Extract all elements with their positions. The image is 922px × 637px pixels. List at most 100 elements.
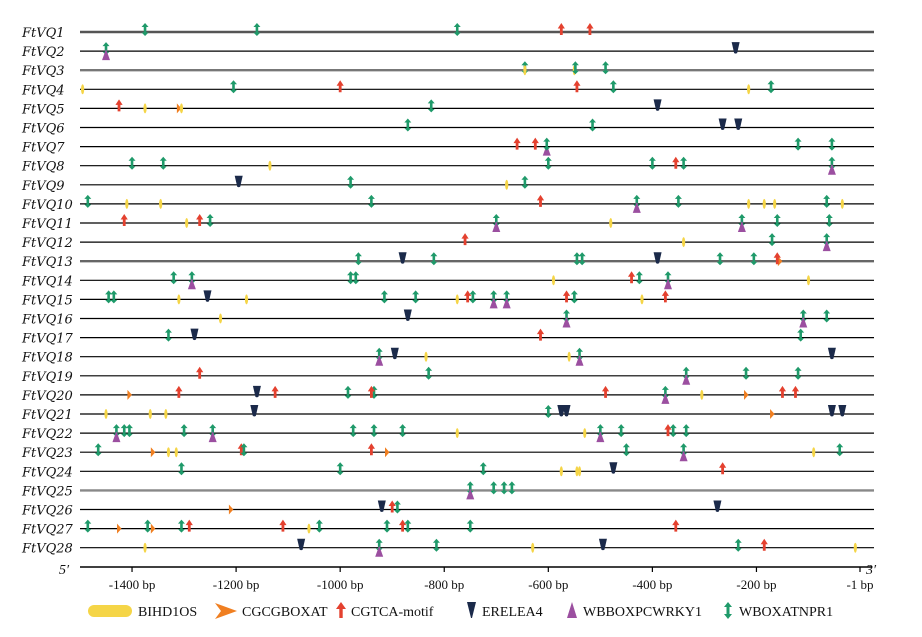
cgtca-mark: [367, 385, 375, 398]
motif-row: [164, 328, 805, 342]
wbox-mark: [177, 462, 185, 476]
wbox-mark: [823, 309, 831, 323]
wbox-mark: [490, 290, 498, 304]
wbbox-mark: [737, 221, 746, 232]
motif-row: [143, 538, 857, 557]
cgcgboxat-mark: [777, 256, 783, 267]
cgtca-mark: [791, 385, 800, 398]
wbox-mark: [370, 424, 378, 438]
wbox-mark: [635, 271, 643, 285]
wbox-legend-icon: [724, 602, 732, 619]
erelea4-mark: [653, 99, 662, 111]
wbox-mark: [716, 252, 724, 266]
cgcgboxat-mark: [127, 389, 132, 400]
bihd1os-mark: [700, 389, 704, 400]
cgtca-mark: [557, 23, 565, 35]
wbox-mark: [230, 80, 238, 94]
wbox-mark: [125, 424, 133, 438]
bihd1os-mark: [455, 428, 459, 439]
bihd1os-mark: [268, 160, 272, 171]
cgtca-mark: [464, 290, 472, 303]
gene-label: FtVQ12: [21, 236, 73, 251]
x-axis: 5′ 3′ -1400 bp -1200 bp -1000 bp -800 bp -60…: [59, 563, 877, 592]
erelea4-mark: [398, 252, 407, 264]
wbox-mark: [466, 481, 474, 495]
wbox-mark: [102, 42, 110, 56]
wbbox-mark: [632, 201, 641, 213]
erelea4-mark: [250, 405, 259, 417]
cgtca-mark: [399, 519, 407, 532]
bihd1os-mark: [523, 65, 527, 76]
wbox-mark: [521, 175, 529, 189]
wbox-mark: [315, 519, 323, 533]
wbox-mark: [794, 366, 802, 380]
wbox-mark: [544, 405, 552, 418]
motif-row: [461, 233, 831, 252]
gene-label: FtVQ11: [21, 217, 73, 232]
legend-label: CGTCA-motif: [351, 605, 434, 620]
gene-label: FtVQ21: [21, 408, 73, 423]
cgcgboxat-mark: [744, 389, 749, 400]
cgtca-mark: [719, 462, 727, 475]
wbox-mark: [164, 328, 172, 342]
axis-tick-label: -1400 bp: [109, 577, 156, 592]
bihd1os-mark: [762, 198, 766, 209]
gene-label: FtVQ9: [21, 179, 65, 194]
motif-row: [81, 80, 775, 95]
wbox-mark: [492, 214, 500, 227]
wbox-mark: [188, 271, 196, 285]
wbox-mark: [767, 80, 775, 94]
cgtca-mark: [778, 385, 787, 398]
wbox-mark: [734, 538, 742, 552]
gene-label: FtVQ13: [21, 255, 73, 270]
cgtca-mark: [601, 385, 610, 398]
bihd1os-mark: [531, 542, 535, 553]
cgcgboxat-legend-icon: [215, 603, 237, 619]
motif-row: [102, 42, 740, 61]
axis-tick-label: -200 bp: [736, 577, 776, 592]
motif-row: [177, 462, 727, 477]
legend-label: BIHD1OS: [138, 605, 197, 620]
cgtca-mark: [536, 194, 545, 207]
motif-row: [375, 347, 836, 366]
bihd1os-mark: [148, 409, 152, 419]
bihd1os-mark: [559, 466, 563, 477]
cgtca-mark: [367, 443, 375, 456]
erelea4-mark: [297, 538, 306, 551]
wbox-mark: [836, 443, 844, 457]
erelea4-mark: [731, 42, 740, 54]
wbox-mark: [773, 214, 781, 227]
wbox-mark: [682, 366, 690, 380]
gene-label: FtVQ10: [21, 198, 73, 213]
wbox-mark: [349, 424, 357, 438]
bihd1os-mark: [773, 198, 777, 209]
axis-tick-label: -400 bp: [632, 577, 672, 592]
wbox-mark: [128, 156, 136, 170]
wbox-mark: [144, 519, 152, 533]
cgtca-mark: [586, 23, 594, 35]
wbox-mark: [543, 137, 551, 151]
wbox-mark: [578, 252, 586, 266]
wbox-mark: [648, 156, 656, 170]
gene-label: FtVQ16: [21, 313, 73, 328]
gene-label: FtVQ26: [21, 504, 73, 519]
motif-row: [513, 137, 836, 156]
wbox-mark: [177, 519, 185, 533]
bihd1os-mark: [104, 409, 108, 419]
wbox-mark: [661, 385, 669, 399]
wbox-mark: [380, 290, 388, 304]
motif-row: [112, 424, 690, 443]
motif-row: [94, 443, 844, 462]
gene-label: FtVQ3: [21, 64, 65, 79]
wbox-mark: [570, 290, 578, 304]
wbox-mark: [799, 309, 807, 323]
cgtca-mark: [531, 137, 539, 150]
gene-label: FtVQ20: [21, 389, 73, 404]
erelea4-mark: [713, 500, 722, 512]
wbbox-mark: [375, 354, 384, 366]
gene-label: FtVQ8: [21, 160, 65, 175]
wbox-mark: [633, 194, 641, 208]
cgcgboxat-mark: [150, 523, 156, 534]
bihd1os-mark: [125, 198, 129, 209]
motif-row: [196, 366, 802, 385]
